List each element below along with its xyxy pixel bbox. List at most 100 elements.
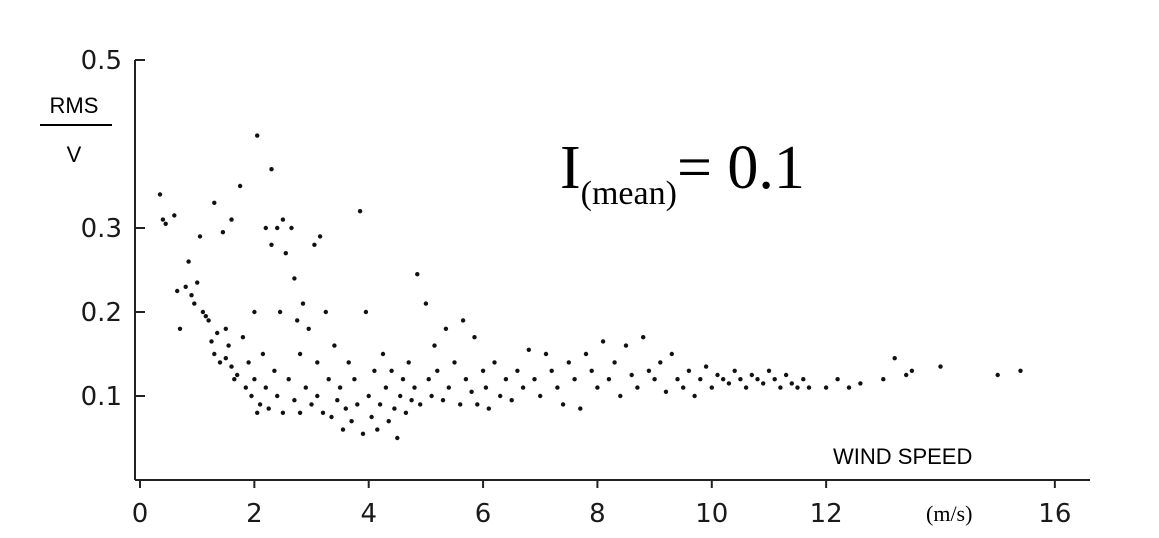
- data-point: [272, 368, 277, 373]
- data-point: [458, 402, 463, 407]
- data-point: [460, 318, 466, 323]
- data-point: [789, 381, 794, 386]
- y-tick-label: 0.5: [81, 46, 122, 76]
- data-point: [255, 410, 260, 415]
- data-point: [652, 377, 657, 382]
- data-point: [363, 309, 369, 315]
- data-point: [209, 339, 214, 344]
- data-point: [352, 377, 357, 382]
- data-point: [249, 393, 254, 399]
- data-point: [560, 402, 566, 407]
- data-point: [801, 377, 806, 382]
- data-point: [200, 309, 206, 315]
- axes: [134, 60, 1090, 481]
- data-point: [761, 381, 766, 386]
- data-point: [212, 351, 217, 357]
- data-point: [300, 301, 306, 306]
- y-label-denominator: V: [67, 142, 82, 167]
- data-point: [738, 377, 743, 382]
- data-point: [892, 356, 897, 361]
- data-point: [783, 372, 789, 378]
- x-tick-label: 0: [132, 499, 149, 529]
- x-axis-label: WIND SPEED: [833, 444, 972, 469]
- data-point: [709, 385, 714, 390]
- data-point: [595, 385, 600, 390]
- data-point: [275, 393, 280, 399]
- data-point: [429, 393, 434, 399]
- data-point: [263, 385, 268, 390]
- data-point: [269, 167, 274, 172]
- data-point: [778, 385, 783, 390]
- data-point: [215, 330, 220, 336]
- x-tick-label: 4: [360, 499, 377, 529]
- data-point: [175, 288, 180, 294]
- data-point: [618, 393, 623, 399]
- data-point: [418, 402, 423, 407]
- data-point: [409, 398, 414, 403]
- y-ticks: 0.1 0.2 0.3 0.5: [81, 46, 145, 412]
- data-point: [289, 225, 294, 231]
- data-point: [572, 377, 577, 382]
- data-point: [315, 360, 320, 365]
- data-point: [909, 368, 915, 373]
- data-point: [160, 217, 166, 222]
- data-point: [400, 377, 406, 382]
- data-point: [423, 301, 429, 306]
- data-point: [555, 385, 560, 390]
- data-point: [346, 360, 351, 365]
- x-tick-label: 6: [475, 499, 492, 529]
- x-tick-label: 8: [589, 499, 606, 529]
- data-point: [292, 276, 297, 281]
- data-point: [203, 314, 208, 319]
- data-point: [938, 364, 943, 369]
- data-point: [669, 351, 674, 357]
- data-point: [246, 360, 251, 365]
- y-label-numerator: RMS: [50, 93, 99, 118]
- data-point: [732, 368, 737, 373]
- data-point: [189, 293, 194, 298]
- data-point: [846, 385, 852, 390]
- data-point: [440, 398, 446, 403]
- data-point: [503, 377, 509, 382]
- data-point: [398, 393, 403, 399]
- data-point: [315, 393, 320, 399]
- data-point: [526, 347, 531, 352]
- data-point: [389, 368, 394, 373]
- data-point: [515, 368, 520, 373]
- data-point: [317, 234, 323, 239]
- data-point: [235, 372, 240, 378]
- data-point: [355, 402, 360, 407]
- scatter-points: [157, 133, 1023, 441]
- data-point: [543, 351, 549, 357]
- data-point: [329, 414, 334, 420]
- data-point: [337, 385, 343, 390]
- data-point: [446, 385, 451, 390]
- data-point: [340, 427, 346, 432]
- y-tick-label: 0.3: [81, 214, 122, 244]
- data-point: [469, 389, 474, 394]
- data-point: [195, 280, 200, 285]
- data-point: [452, 360, 457, 365]
- data-point: [223, 356, 228, 361]
- data-point: [772, 377, 777, 382]
- data-point: [606, 377, 612, 382]
- data-point: [498, 393, 503, 399]
- data-point: [386, 419, 391, 424]
- data-point: [280, 410, 286, 415]
- data-point: [600, 339, 606, 344]
- data-point: [766, 368, 772, 373]
- data-point: [243, 385, 248, 390]
- data-point: [749, 372, 754, 378]
- data-point: [403, 410, 409, 415]
- data-point: [357, 209, 363, 214]
- data-point: [395, 435, 400, 441]
- data-point: [349, 419, 354, 424]
- data-point: [332, 343, 337, 348]
- data-point: [383, 385, 389, 390]
- data-point: [795, 385, 800, 390]
- data-point: [335, 398, 340, 403]
- data-point: [172, 213, 177, 218]
- annotation-value: = 0.1: [677, 134, 805, 202]
- data-point: [483, 385, 489, 390]
